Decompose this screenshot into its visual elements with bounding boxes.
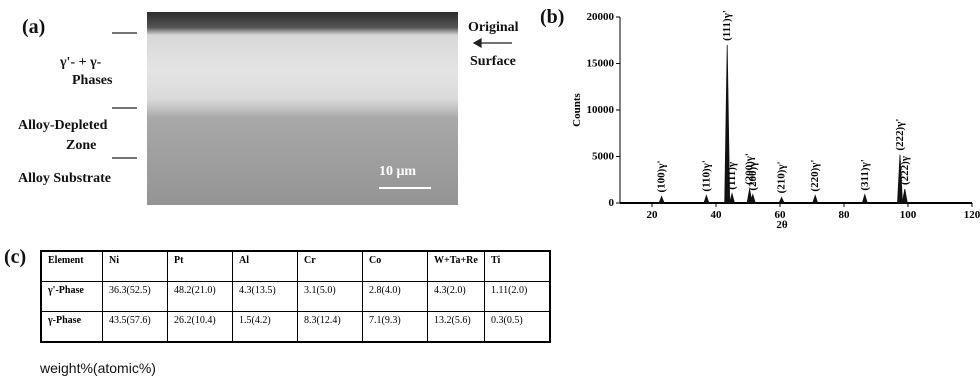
peak [779,197,784,203]
peak-label: (220)γ' [809,160,821,192]
y-tick-label: 20000 [587,11,615,23]
y-tick-label: 0 [609,197,615,209]
y-tick-label: 15000 [587,58,615,70]
peak-label: (111)γ [726,162,738,190]
peak [862,195,867,203]
peak-label: (200)γ [747,162,759,191]
peak-label: (110)γ' [700,160,712,191]
peak [730,194,735,203]
y-axis-label: Counts [571,92,583,126]
peak [659,196,664,203]
peak [902,189,907,203]
x-tick-label: 120 [964,209,980,221]
peak-label: (210)γ' [776,161,788,193]
peak-label: (311)γ' [859,159,871,190]
peak-label: (222)γ' [894,119,906,151]
chart: Counts 2θ 050001000015000200002040608010… [0,0,980,385]
x-tick-label: 100 [900,209,917,221]
layer-marks [112,33,512,158]
x-tick-label: 80 [839,209,851,221]
peak [704,196,709,203]
x-tick-label: 40 [711,209,723,221]
x-tick-label: 20 [647,209,659,221]
peak [813,196,818,203]
y-tick-label: 10000 [587,104,615,116]
peak-label: (111)γ' [721,10,733,41]
y-tick-label: 5000 [592,151,615,163]
peak-label: (100)γ' [656,160,668,192]
peak-label: (222)γ [899,156,911,185]
figure: (a) 10 μm γ'- + γ- Phases Alloy-Depleted… [0,0,980,385]
x-tick-label: 60 [775,209,787,221]
